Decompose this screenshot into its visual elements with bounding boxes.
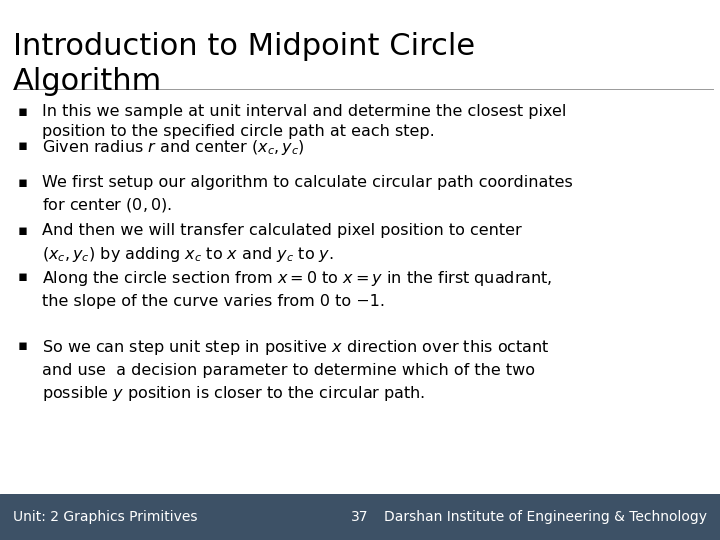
Text: So we can step unit step in positive $x$ direction over this octant
and use  a d: So we can step unit step in positive $x$… [42,339,549,403]
Text: ▪: ▪ [18,176,28,191]
Text: Darshan Institute of Engineering & Technology: Darshan Institute of Engineering & Techn… [384,510,707,524]
Text: ▪: ▪ [18,269,28,284]
Text: ▪: ▪ [18,104,28,119]
Text: 37: 37 [351,510,369,524]
Text: ▪: ▪ [18,224,28,238]
Text: ▪: ▪ [18,339,28,354]
Text: Along the circle section from $x = 0$ to $x = y$ in the first quadrant,
the slop: Along the circle section from $x = 0$ to… [42,269,552,309]
Text: In this we sample at unit interval and determine the closest pixel
position to t: In this we sample at unit interval and d… [42,104,566,139]
Text: ▪: ▪ [18,138,28,153]
Text: Given radius $r$ and center $(x_c, y_c)$: Given radius $r$ and center $(x_c, y_c)$ [42,138,305,157]
Text: Algorithm: Algorithm [13,67,162,96]
Text: And then we will transfer calculated pixel position to center
$(x_c, y_c)$ by ad: And then we will transfer calculated pix… [42,224,521,264]
Text: Unit: 2 Graphics Primitives: Unit: 2 Graphics Primitives [13,510,197,524]
Text: Introduction to Midpoint Circle: Introduction to Midpoint Circle [13,32,475,61]
Text: We first setup our algorithm to calculate circular path coordinates
for center $: We first setup our algorithm to calculat… [42,176,572,214]
